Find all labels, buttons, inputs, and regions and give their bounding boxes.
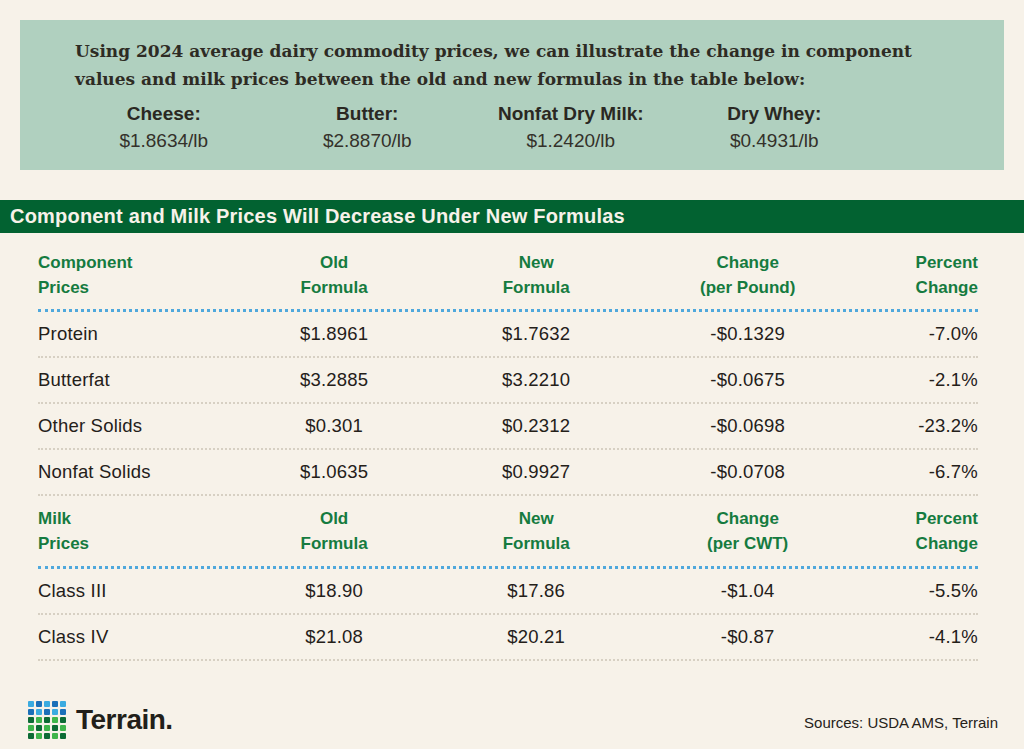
brand-name: Terrain. <box>76 704 173 736</box>
commodity-label: Butter: <box>266 103 470 125</box>
header-line: Percent <box>856 507 978 532</box>
header-line: (per CWT) <box>640 532 856 557</box>
headline-banner: Component and Milk Prices Will Decrease … <box>0 200 1024 233</box>
table-row-class-iv: Class IV $21.08 $20.21 -$0.87 -4.1% <box>38 615 978 661</box>
column-header-percent-change: Percent Change <box>856 507 978 556</box>
row-cell: -$0.0698 <box>640 415 856 437</box>
table-row-nonfat-solids: Nonfat Solids $1.0635 $0.9927 -$0.0708 -… <box>38 450 978 496</box>
column-header-component-prices: Component Prices <box>38 251 235 300</box>
header-line: Component <box>38 251 235 276</box>
row-cell: Class IV <box>38 626 235 648</box>
headline-title: Component and Milk Prices Will Decrease … <box>10 205 625 228</box>
commodity-item-cheese: Cheese: $1.8634/lb <box>62 103 266 152</box>
commodity-price-list: Cheese: $1.8634/lb Butter: $2.8870/lb No… <box>20 93 1004 152</box>
price-table: Component Prices Old Formula New Formula… <box>38 240 978 661</box>
header-line: Formula <box>433 276 640 301</box>
commodity-item-nonfat-dry-milk: Nonfat Dry Milk: $1.2420/lb <box>469 103 673 152</box>
header-line: Formula <box>235 276 432 301</box>
row-cell: $0.9927 <box>433 461 640 483</box>
row-cell: $18.90 <box>235 580 432 602</box>
header-line: New <box>433 251 640 276</box>
header-line: Formula <box>433 532 640 557</box>
row-cell: $1.7632 <box>433 323 640 345</box>
column-header-change-per-pound: Change (per Pound) <box>640 251 856 300</box>
row-cell: -6.7% <box>856 461 978 483</box>
milk-prices-header-row: Milk Prices Old Formula New Formula Chan… <box>38 496 978 568</box>
header-line: New <box>433 507 640 532</box>
row-cell: -5.5% <box>856 580 978 602</box>
row-cell: $21.08 <box>235 626 432 648</box>
commodity-value: $0.4931/lb <box>673 130 877 152</box>
header-line: Old <box>235 251 432 276</box>
row-cell: -2.1% <box>856 369 978 391</box>
column-header-percent-change: Percent Change <box>856 251 978 300</box>
header-line: (per Pound) <box>640 276 856 301</box>
header-line: Old <box>235 507 432 532</box>
row-cell: -$0.0708 <box>640 461 856 483</box>
row-cell: $3.2210 <box>433 369 640 391</box>
table-row-butterfat: Butterfat $3.2885 $3.2210 -$0.0675 -2.1% <box>38 358 978 404</box>
column-header-milk-prices: Milk Prices <box>38 507 235 556</box>
terrain-logo-icon <box>28 701 66 739</box>
intro-box: Using 2024 average dairy commodity price… <box>20 20 1004 170</box>
commodity-item-dry-whey: Dry Whey: $0.4931/lb <box>673 103 877 152</box>
row-cell: Butterfat <box>38 369 235 391</box>
intro-text: Using 2024 average dairy commodity price… <box>20 20 977 93</box>
commodity-item-butter: Butter: $2.8870/lb <box>266 103 470 152</box>
row-cell: -$1.04 <box>640 580 856 602</box>
row-cell: $3.2885 <box>235 369 432 391</box>
row-cell: Nonfat Solids <box>38 461 235 483</box>
column-header-old-formula: Old Formula <box>235 251 432 300</box>
row-cell: -4.1% <box>856 626 978 648</box>
column-header-old-formula: Old Formula <box>235 507 432 556</box>
row-cell: Class III <box>38 580 235 602</box>
row-cell: Protein <box>38 323 235 345</box>
component-prices-header-row: Component Prices Old Formula New Formula… <box>38 240 978 312</box>
row-cell: -$0.87 <box>640 626 856 648</box>
row-cell: $20.21 <box>433 626 640 648</box>
column-header-new-formula: New Formula <box>433 251 640 300</box>
column-header-change-per-cwt: Change (per CWT) <box>640 507 856 556</box>
commodity-label: Dry Whey: <box>673 103 877 125</box>
header-line: Change <box>640 507 856 532</box>
row-cell: $0.301 <box>235 415 432 437</box>
column-header-new-formula: New Formula <box>433 507 640 556</box>
header-line: Change <box>856 532 978 557</box>
commodity-value: $1.8634/lb <box>62 130 266 152</box>
header-line: Formula <box>235 532 432 557</box>
row-cell: -23.2% <box>856 415 978 437</box>
header-line: Percent <box>856 251 978 276</box>
row-cell: $1.8961 <box>235 323 432 345</box>
sources-note: Sources: USDA AMS, Terrain <box>804 714 998 731</box>
header-line: Prices <box>38 532 235 557</box>
header-line: Change <box>856 276 978 301</box>
row-cell: -7.0% <box>856 323 978 345</box>
commodity-label: Cheese: <box>62 103 266 125</box>
row-cell: $0.2312 <box>433 415 640 437</box>
footer-brand: Terrain. <box>28 701 173 739</box>
header-line: Change <box>640 251 856 276</box>
row-cell: -$0.1329 <box>640 323 856 345</box>
table-row-protein: Protein $1.8961 $1.7632 -$0.1329 -7.0% <box>38 312 978 358</box>
commodity-value: $2.8870/lb <box>266 130 470 152</box>
row-cell: Other Solids <box>38 415 235 437</box>
header-line: Milk <box>38 507 235 532</box>
row-cell: $1.0635 <box>235 461 432 483</box>
commodity-label: Nonfat Dry Milk: <box>469 103 673 125</box>
header-line: Prices <box>38 276 235 301</box>
commodity-value: $1.2420/lb <box>469 130 673 152</box>
table-row-other-solids: Other Solids $0.301 $0.2312 -$0.0698 -23… <box>38 404 978 450</box>
row-cell: -$0.0675 <box>640 369 856 391</box>
row-cell: $17.86 <box>433 580 640 602</box>
table-row-class-iii: Class III $18.90 $17.86 -$1.04 -5.5% <box>38 569 978 615</box>
